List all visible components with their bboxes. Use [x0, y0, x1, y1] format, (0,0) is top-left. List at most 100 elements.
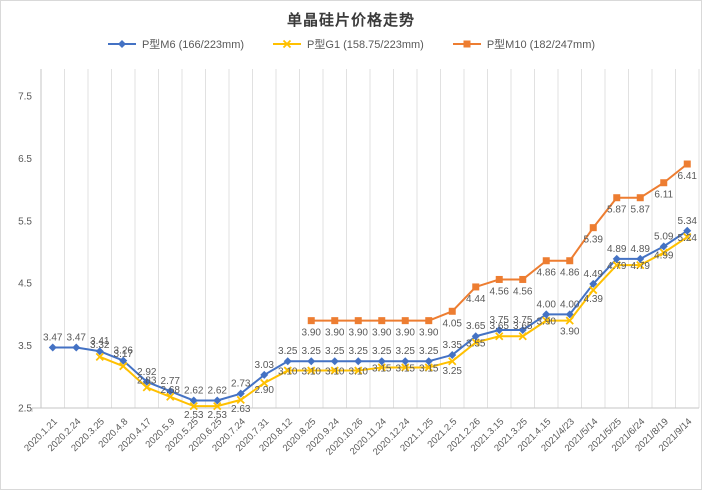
svg-text:4.00: 4.00	[560, 299, 580, 310]
svg-text:3.90: 3.90	[419, 328, 439, 339]
svg-text:5.87: 5.87	[631, 205, 651, 216]
svg-text:3.10: 3.10	[325, 367, 345, 378]
legend-label-g1: P型G1 (158.75/223mm)	[307, 39, 424, 51]
svg-text:6.41: 6.41	[678, 171, 698, 182]
svg-text:3.10: 3.10	[302, 367, 322, 378]
svg-text:3.25: 3.25	[372, 346, 392, 357]
svg-text:4.86: 4.86	[537, 268, 557, 279]
axes	[31, 69, 699, 412]
y-axis-tick-labels: 2.5 3.5 4.5 5.5 6.5 7.5	[18, 92, 32, 415]
svg-text:4.86: 4.86	[560, 268, 580, 279]
m6-data-point-markers	[48, 226, 692, 405]
svg-text:2.53: 2.53	[208, 410, 228, 421]
line-diamond-marker-icon	[107, 40, 136, 48]
svg-text:3.17: 3.17	[114, 349, 134, 360]
svg-text:3.65: 3.65	[513, 321, 533, 332]
svg-text:3.25: 3.25	[349, 346, 369, 357]
svg-text:3.65: 3.65	[490, 321, 510, 332]
svg-text:2.73: 2.73	[231, 379, 251, 390]
chart-title: 单晶硅片价格走势	[286, 12, 415, 29]
line-square-marker-icon	[452, 40, 481, 48]
series-m10	[307, 160, 691, 325]
svg-text:3.55: 3.55	[466, 338, 486, 349]
svg-text:3.90: 3.90	[325, 328, 345, 339]
svg-text:3.15: 3.15	[372, 363, 392, 374]
svg-text:3.47: 3.47	[67, 332, 87, 343]
svg-text:5.39: 5.39	[584, 235, 604, 246]
legend: P型M6 (166/223mm) P型G1 (158.75/223mm) P型M…	[1, 36, 701, 52]
svg-text:4.79: 4.79	[631, 261, 651, 272]
svg-text:4.39: 4.39	[584, 294, 604, 305]
svg-text:3.10: 3.10	[349, 367, 369, 378]
svg-text:3.25: 3.25	[419, 346, 439, 357]
svg-text:3.15: 3.15	[419, 363, 439, 374]
m10-data-point-markers	[307, 160, 691, 325]
svg-text:3.75: 3.75	[490, 315, 510, 326]
svg-text:3.15: 3.15	[396, 363, 416, 374]
svg-text:2.63: 2.63	[231, 404, 251, 415]
svg-text:3.26: 3.26	[114, 346, 134, 357]
svg-text:3.25: 3.25	[443, 366, 463, 377]
svg-text:3.25: 3.25	[278, 346, 298, 357]
svg-text:3.90: 3.90	[349, 328, 369, 339]
svg-text:2.62: 2.62	[208, 386, 228, 397]
svg-text:3.90: 3.90	[537, 317, 557, 328]
svg-text:3.47: 3.47	[43, 332, 63, 343]
svg-text:2.92: 2.92	[137, 367, 157, 378]
svg-text:3.25: 3.25	[302, 346, 322, 357]
svg-text:5.24: 5.24	[678, 233, 698, 244]
svg-text:2.62: 2.62	[184, 386, 204, 397]
legend-label-m6: P型M6 (166/223mm)	[141, 39, 245, 51]
svg-text:5.87: 5.87	[607, 205, 627, 216]
svg-text:7.5: 7.5	[18, 92, 32, 103]
svg-text:3.25: 3.25	[396, 346, 416, 357]
svg-text:3.10: 3.10	[278, 367, 298, 378]
svg-text:3.90: 3.90	[396, 328, 416, 339]
svg-text:5.34: 5.34	[678, 216, 698, 227]
svg-text:2.77: 2.77	[161, 376, 181, 387]
svg-text:4.89: 4.89	[607, 244, 627, 255]
legend-item-g1[interactable]: P型G1 (158.75/223mm)	[272, 36, 424, 52]
svg-text:4.00: 4.00	[537, 299, 557, 310]
data-labels: 3.47 3.47 3.413.262.922.772.62 2.622.733.03…	[43, 171, 697, 421]
svg-text:4.99: 4.99	[654, 251, 674, 262]
line-x-marker-icon	[273, 39, 302, 49]
svg-text:4.79: 4.79	[607, 261, 627, 272]
svg-text:4.5: 4.5	[18, 279, 32, 290]
svg-text:2.90: 2.90	[255, 385, 275, 396]
svg-text:4.56: 4.56	[490, 286, 510, 297]
svg-text:3.90: 3.90	[302, 328, 322, 339]
svg-text:6.11: 6.11	[654, 190, 673, 201]
legend-item-m10[interactable]: P型M10 (182/247mm)	[452, 36, 595, 52]
svg-text:4.49: 4.49	[584, 269, 604, 280]
g1-data-point-markers	[95, 232, 692, 411]
svg-text:4.44: 4.44	[466, 294, 486, 305]
svg-text:3.65: 3.65	[466, 321, 486, 332]
svg-text:4.89: 4.89	[631, 244, 651, 255]
series-g1	[95, 232, 692, 411]
svg-text:6.5: 6.5	[18, 154, 32, 165]
svg-text:2.68: 2.68	[161, 385, 181, 396]
svg-text:3.03: 3.03	[255, 360, 275, 371]
svg-text:3.41: 3.41	[90, 336, 110, 347]
legend-label-m10: P型M10 (182/247mm)	[486, 39, 596, 51]
svg-text:5.5: 5.5	[18, 216, 32, 227]
svg-text:3.32: 3.32	[90, 340, 110, 351]
svg-text:3.75: 3.75	[513, 315, 533, 326]
legend-item-m6[interactable]: P型M6 (166/223mm)	[107, 36, 244, 52]
x-axis-category-labels: 2020.1.212020.2.242020.3.252020.4.82020.…	[22, 416, 694, 457]
series-m6	[48, 226, 692, 405]
svg-text:3.90: 3.90	[372, 328, 392, 339]
svg-text:3.25: 3.25	[325, 346, 345, 357]
svg-text:5.09: 5.09	[654, 231, 674, 242]
svg-text:4.56: 4.56	[513, 286, 533, 297]
svg-text:3.90: 3.90	[560, 327, 580, 338]
svg-text:2.83: 2.83	[137, 375, 157, 386]
svg-text:4.05: 4.05	[443, 318, 463, 329]
svg-text:2.53: 2.53	[184, 410, 204, 421]
svg-text:3.35: 3.35	[443, 340, 463, 351]
svg-text:3.5: 3.5	[18, 341, 32, 352]
svg-text:2.5: 2.5	[18, 404, 32, 415]
